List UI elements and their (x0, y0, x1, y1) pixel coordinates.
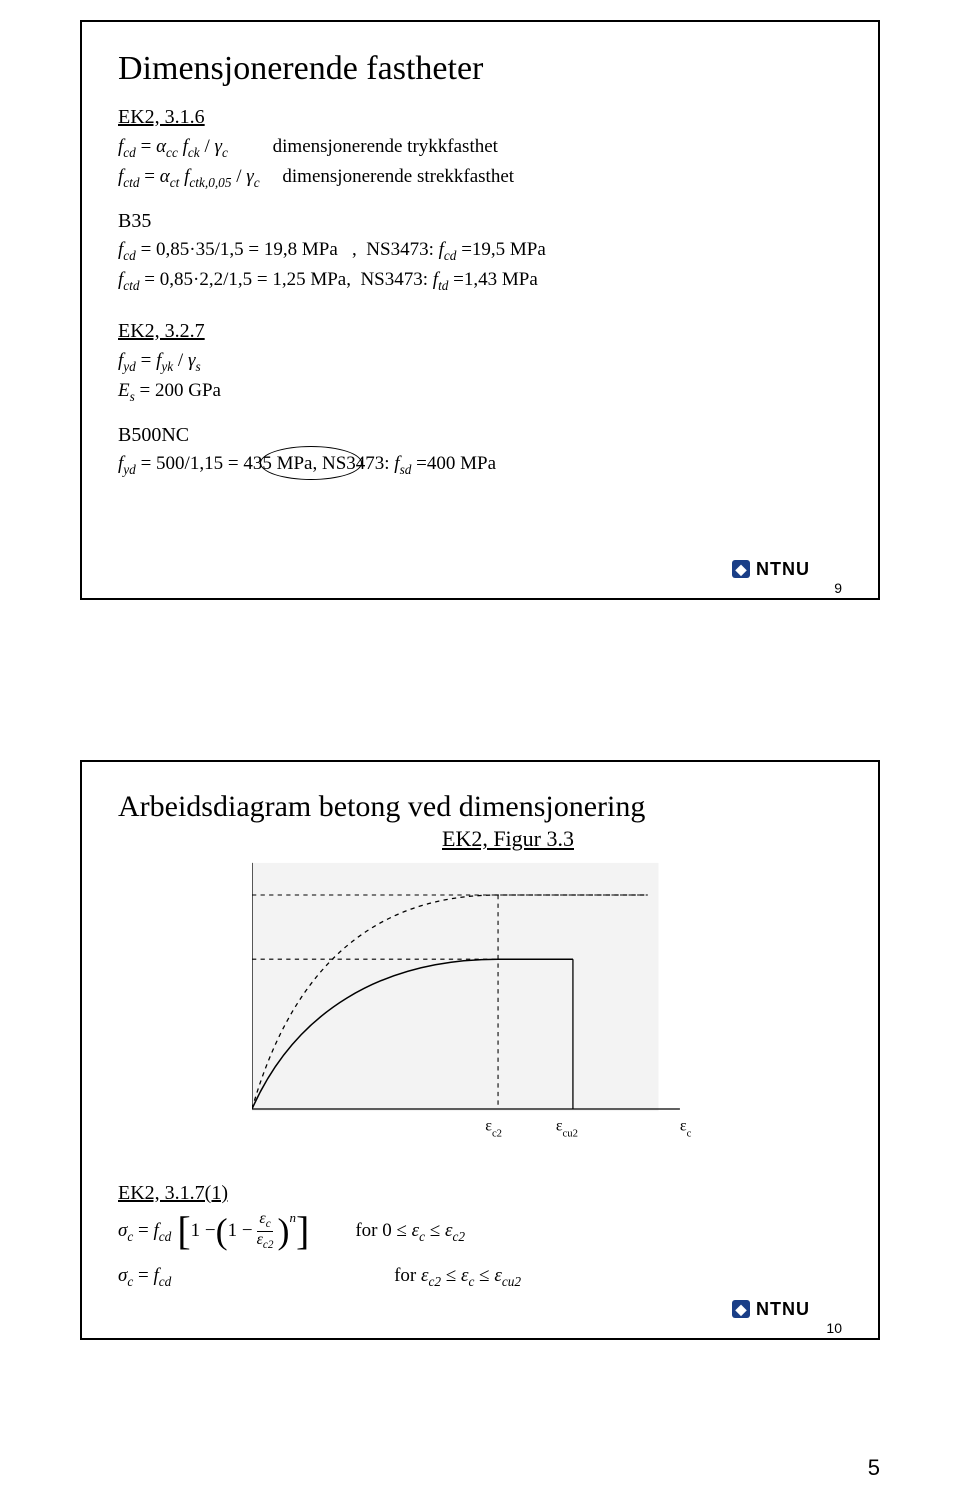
section-label: EK2, 3.1.7(1) (118, 1182, 521, 1205)
slide-2: Arbeidsdiagram betong ved dimensjonering… (80, 760, 880, 1340)
figure-label: EK2, Figur 3.3 (442, 826, 574, 852)
desc-text: dimensjonerende trykkfasthet (273, 133, 498, 162)
slide-title: Arbeidsdiagram betong ved dimensjonering (118, 790, 842, 824)
equation-line: σc = fcd for εc2 ≤ εc ≤ εcu2 (118, 1262, 521, 1292)
slide-number: 9 (834, 580, 842, 596)
equation-line: fyd = 500/1,15 = 435 MPa, NS3473: fsd =4… (118, 450, 842, 480)
slide-number: 10 (826, 1320, 842, 1336)
equation-line: σc = fcd [ 1 − ( 1 − εc εc2 ) n ] (118, 1211, 521, 1252)
svg-text:εc2: εc2 (485, 1117, 502, 1139)
ntnu-logo: ◆ NTNU (732, 1298, 842, 1320)
equation-line: fctd = αct fctk,0,05 / γc dimensjonerend… (118, 163, 842, 193)
stress-strain-chart: σc fck fcd 0 εc2 εcu2 εc (252, 862, 712, 1142)
page-number: 5 (868, 1455, 880, 1481)
slide-1: Dimensjonerende fastheter EK2, 3.1.6 fcd… (80, 20, 880, 600)
svg-text:εcu2: εcu2 (556, 1117, 578, 1139)
ntnu-logo: ◆ NTNU (732, 558, 842, 580)
logo-icon: ◆ (732, 1300, 750, 1318)
equation-line: fctd = 0,85·2,2/1,5 = 1,25 MPa, NS3473: … (118, 266, 842, 296)
svg-text:εc: εc (680, 1117, 692, 1139)
equation-line: Es = 200 GPa (118, 377, 842, 407)
equation-line: fcd = αcc fck / γc dimensjonerende trykk… (118, 133, 842, 163)
desc-text: dimensjonerende strekkfasthet (282, 163, 514, 192)
highlight-oval (260, 446, 362, 480)
section-label: B35 (118, 206, 842, 236)
section-label: EK2, 3.1.6 (118, 106, 842, 129)
section-label: B500NC (118, 420, 842, 450)
equation-line: fyd = fyk / γs (118, 347, 842, 377)
slide-title: Dimensjonerende fastheter (118, 50, 842, 88)
logo-text: NTNU (756, 559, 810, 580)
logo-icon: ◆ (732, 560, 750, 578)
equation-line: fcd = 0,85·35/1,5 = 19,8 MPa , NS3473: f… (118, 236, 842, 266)
section-label: EK2, 3.2.7 (118, 320, 842, 343)
logo-text: NTNU (756, 1299, 810, 1320)
